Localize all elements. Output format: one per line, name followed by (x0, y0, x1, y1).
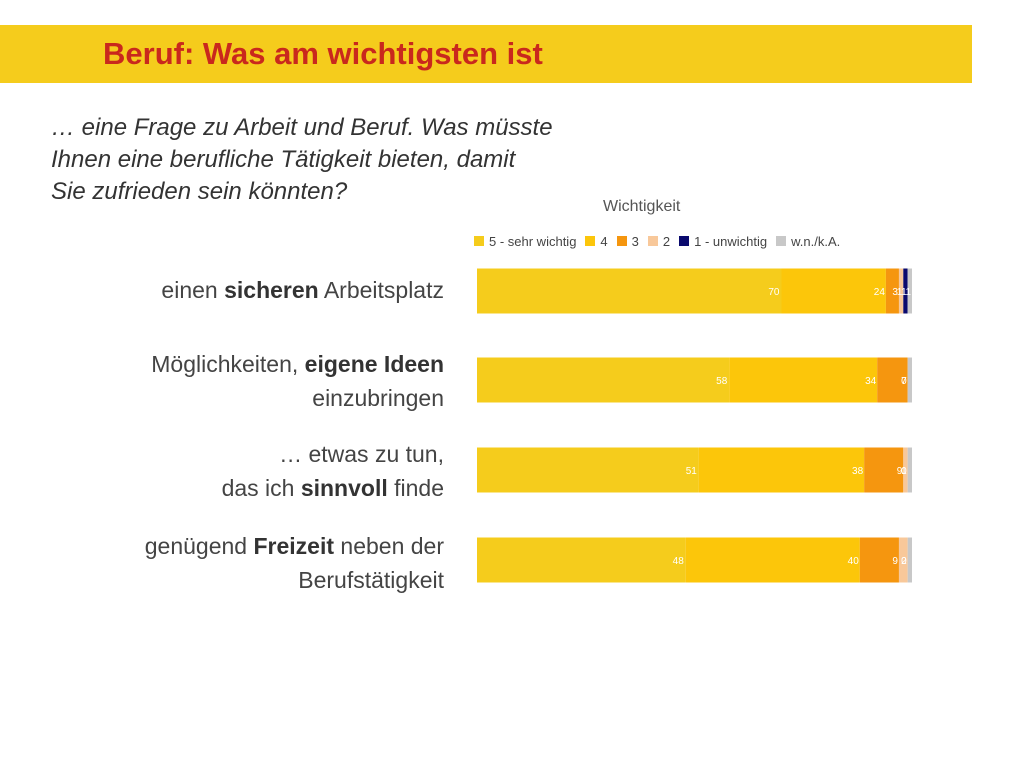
bar-segment (698, 447, 865, 493)
question-text: … eine Frage zu Arbeit und Beruf. Was mü… (51, 112, 671, 208)
data-label: 51 (686, 466, 698, 477)
legend-item: 3 (616, 233, 639, 249)
row-label-emphasis: eigene Ideen (304, 351, 444, 377)
data-label: 1 (901, 466, 907, 477)
bar-segment (729, 357, 878, 403)
bar-segment (907, 357, 912, 403)
question-line: Ihnen eine berufliche Tätigkeit bieten, … (51, 146, 516, 173)
legend-item: 4 (585, 233, 608, 249)
legend-item: 2 (647, 233, 671, 249)
row-label-emphasis: Freizeit (253, 533, 335, 559)
legend-swatch (776, 236, 787, 246)
legend-label: 4 (600, 233, 608, 249)
question-line: Sie zufrieden sein könnten? (51, 178, 348, 205)
legend-label: w.n./k.A. (791, 233, 841, 249)
row-label-text: … etwas zu tun, (279, 441, 444, 467)
page-title: Beruf: Was am wichtigsten ist (103, 36, 543, 71)
data-label: 58 (716, 376, 728, 387)
legend-item: w.n./k.A. (776, 234, 840, 249)
row-label-text: einzubringen (312, 385, 444, 411)
row-label-emphasis: sinnvoll (300, 475, 388, 501)
question-line: … eine Frage zu Arbeit und Beruf. Was mü… (51, 114, 553, 141)
data-label: 38 (852, 466, 864, 477)
bar-segment (859, 537, 899, 583)
row-label: einen sicheren Arbeitsplatz (161, 273, 444, 307)
row-label: Möglichkeiten, eigene Ideen einzubringen (151, 347, 444, 415)
bar-segment (885, 268, 899, 314)
bar-segment (477, 537, 686, 583)
bar-segment (685, 537, 860, 583)
bar-segment (898, 537, 908, 583)
bar-segment (781, 268, 886, 314)
data-label: 24 (874, 287, 886, 298)
legend-item: 1 - unwichtig (679, 234, 767, 249)
data-label: 48 (673, 556, 685, 567)
chart-legend: 5 - sehr wichtig 4 3 2 1 - unwichtig w.n./k.A… (474, 232, 849, 250)
bar-segment (477, 268, 782, 314)
row-label-text: Berufstätigkeit (298, 567, 444, 593)
data-label: 1 (901, 287, 907, 298)
bar-segment (907, 447, 912, 493)
legend-label: 5 - sehr wichtig (489, 233, 577, 249)
legend-label: 1 - unwichtig (694, 233, 768, 249)
bar-segment (907, 268, 912, 314)
legend-label: 3 (631, 233, 639, 249)
data-label: 2 (901, 556, 907, 567)
bar-segment (903, 447, 908, 493)
data-label: 40 (848, 556, 860, 567)
legend-item: 5 - sehr wichtig (474, 234, 576, 249)
row-label: genügend Freizeit neben der Berufstätigke… (145, 529, 444, 597)
row-label-text: das ich (221, 475, 301, 501)
row-label-text: genügend (144, 533, 254, 559)
title-bar: Beruf: Was am wichtigsten ist (0, 25, 972, 83)
row-label-text: finde (387, 475, 444, 501)
row-label-text: einen (161, 277, 225, 303)
bar-segment (864, 447, 904, 493)
row-label: … etwas zu tun, das ich sinnvoll finde (222, 437, 444, 505)
bar-segment (907, 537, 912, 583)
data-label: 34 (865, 376, 877, 387)
bar-segment (477, 447, 699, 493)
data-label: 70 (768, 287, 780, 298)
data-label: 0 (901, 376, 907, 387)
legend-swatch (474, 236, 484, 246)
bar-segment (877, 357, 908, 403)
row-label-text: Arbeitsplatz (318, 277, 444, 303)
data-label: 9 (897, 466, 903, 477)
data-label: 3 (892, 287, 898, 298)
chart-title: Wichtigkeit (603, 198, 681, 215)
legend-label: 2 (662, 233, 671, 249)
row-label-emphasis: sicheren (224, 277, 319, 303)
data-label: 1 (897, 287, 903, 298)
bar-segment (477, 357, 730, 403)
legend-swatch (679, 236, 690, 246)
legend-swatch (647, 236, 658, 246)
data-label: 0 (901, 556, 907, 567)
data-label: 9 (892, 556, 898, 567)
data-label: 7 (901, 376, 907, 387)
legend-swatch (585, 236, 596, 246)
data-label: 0 (901, 466, 907, 477)
row-label-text: neben der (334, 533, 444, 559)
data-label: 1 (905, 287, 911, 298)
bar-segment (903, 268, 908, 314)
bar-segment (898, 268, 904, 314)
row-label-text: Möglichkeiten, (151, 351, 305, 377)
legend-swatch (616, 236, 627, 246)
